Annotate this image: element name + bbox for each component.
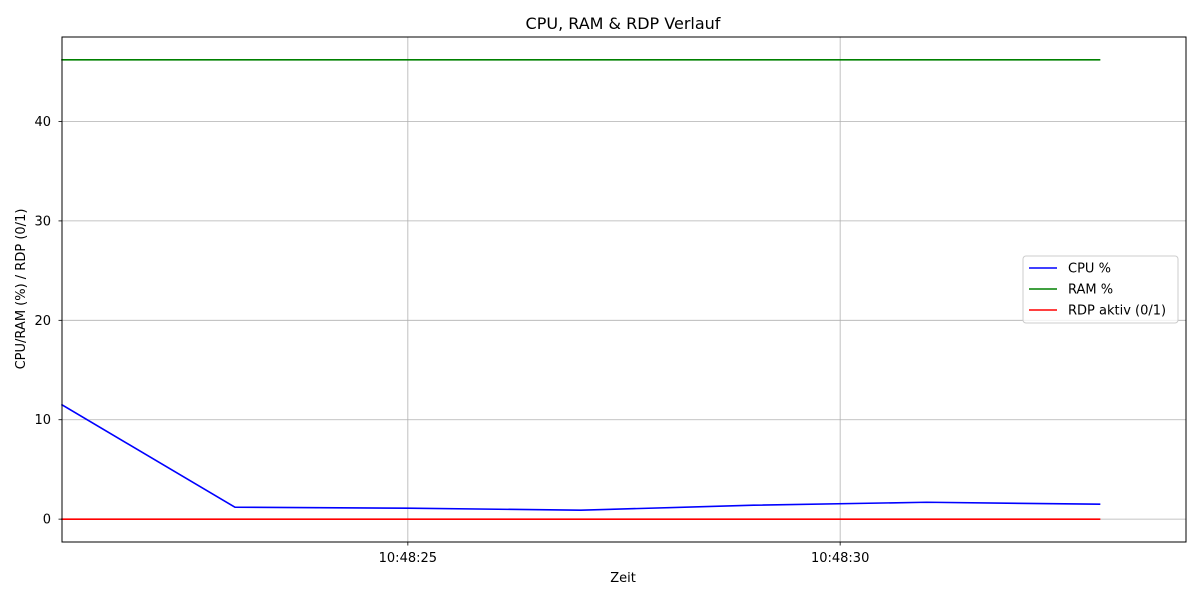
legend-box xyxy=(1022,255,1179,324)
series-lines xyxy=(60,59,1101,520)
legend-label: RDP aktiv (0/1) xyxy=(1068,304,1166,319)
y-tick-label: 10 xyxy=(34,413,51,428)
x-axis-title: Zeit xyxy=(610,571,636,586)
legend: CPU % RAM % RDP aktiv (0/1) xyxy=(1022,255,1179,324)
x-tick-label: 10:48:25 xyxy=(379,551,437,566)
y-axis-title: CPU/RAM (%) / RDP (0/1) xyxy=(14,209,29,370)
legend-entries: CPU % RAM % RDP aktiv (0/1) xyxy=(1029,262,1166,319)
chart-title: CPU, RAM & RDP Verlauf xyxy=(526,14,721,33)
y-tick-label: 0 xyxy=(43,513,51,528)
legend-label: RAM % xyxy=(1068,283,1113,298)
x-tick-label: 10:48:30 xyxy=(811,551,869,566)
series-line-0 xyxy=(60,403,1101,511)
y-tick-label: 30 xyxy=(34,214,51,229)
plot-area xyxy=(61,36,1187,543)
y-tick-label: 20 xyxy=(34,314,51,329)
axis-ticks: 0 10 20 30 40 10:48:25 10:48:30 xyxy=(34,115,869,566)
y-tick-label: 40 xyxy=(34,115,51,130)
legend-label: CPU % xyxy=(1068,262,1111,277)
